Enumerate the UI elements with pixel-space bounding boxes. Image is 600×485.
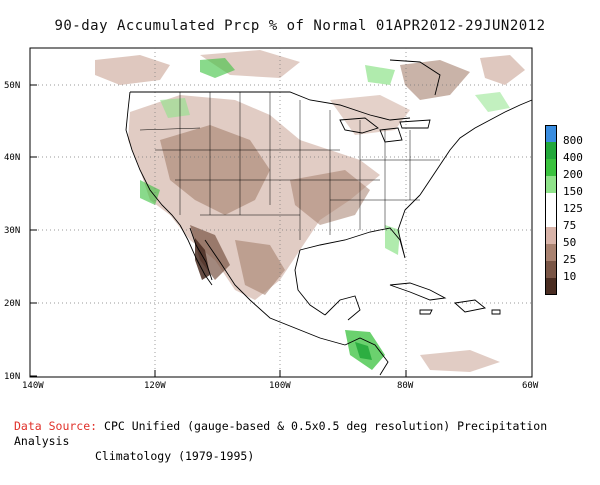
graticule	[30, 48, 532, 377]
legend-row: 150	[545, 176, 600, 198]
tick-marks	[29, 84, 533, 377]
legend-label: 75	[563, 219, 577, 232]
legend-label: 200	[563, 168, 583, 181]
lat-label-20n: 20N	[4, 299, 20, 309]
lat-label-30n: 30N	[4, 226, 20, 236]
data-source-label: Data Source:	[14, 419, 98, 433]
legend-row: 10	[545, 261, 600, 283]
lat-labels: 50N 40N 30N 20N 10N	[4, 81, 20, 382]
legend-label: 800	[563, 134, 583, 147]
lat-label-50n: 50N	[4, 81, 20, 91]
lon-label-100w: 100W	[269, 381, 291, 391]
legend-label: 400	[563, 151, 583, 164]
precip-field	[95, 50, 525, 372]
legend-row: 25	[545, 244, 600, 266]
data-source-text: CPC Unified (gauge-based & 0.5x0.5 deg r…	[14, 419, 548, 448]
legend-row: 400	[545, 142, 600, 164]
legend-row	[545, 278, 600, 295]
legend-row: 125	[545, 193, 600, 215]
legend-label: 50	[563, 236, 577, 249]
data-source-climatology: Climatology (1979-1995)	[95, 449, 255, 463]
legend-swatch	[545, 261, 557, 278]
legend-row: 75	[545, 210, 600, 232]
legend-swatch	[545, 210, 557, 227]
legend-swatch	[545, 142, 557, 159]
lon-labels: 140W 120W 100W 80W 60W	[22, 381, 539, 391]
legend-row: 200	[545, 159, 600, 181]
legend-label: 25	[563, 253, 577, 266]
legend-swatch	[545, 159, 557, 176]
legend-label: 150	[563, 185, 583, 198]
legend-label: 10	[563, 270, 577, 283]
lon-label-60w: 60W	[522, 381, 539, 391]
map-title: 90-day Accumulated Prcp % of Normal 01AP…	[54, 18, 546, 34]
lon-label-80w: 80W	[397, 381, 414, 391]
legend-row: 50	[545, 227, 600, 249]
state-borders	[139, 92, 440, 240]
lat-label-10n: 10N	[4, 372, 20, 382]
lon-label-140w: 140W	[22, 381, 44, 391]
coastlines	[125, 59, 533, 376]
legend-swatch	[545, 227, 557, 244]
legend-swatch	[545, 244, 557, 261]
lon-label-120w: 120W	[144, 381, 166, 391]
legend-swatch	[545, 125, 557, 142]
legend-swatch	[545, 176, 557, 193]
color-legend: 800 400 200 150 125 75 50 25 10	[545, 125, 600, 295]
legend-swatch	[545, 278, 557, 295]
legend-label: 125	[563, 202, 583, 215]
lat-label-40n: 40N	[4, 153, 20, 163]
legend-swatch	[545, 193, 557, 210]
data-source-note: Data Source: CPC Unified (gauge-based & …	[14, 419, 594, 464]
legend-row: 800	[545, 125, 600, 147]
